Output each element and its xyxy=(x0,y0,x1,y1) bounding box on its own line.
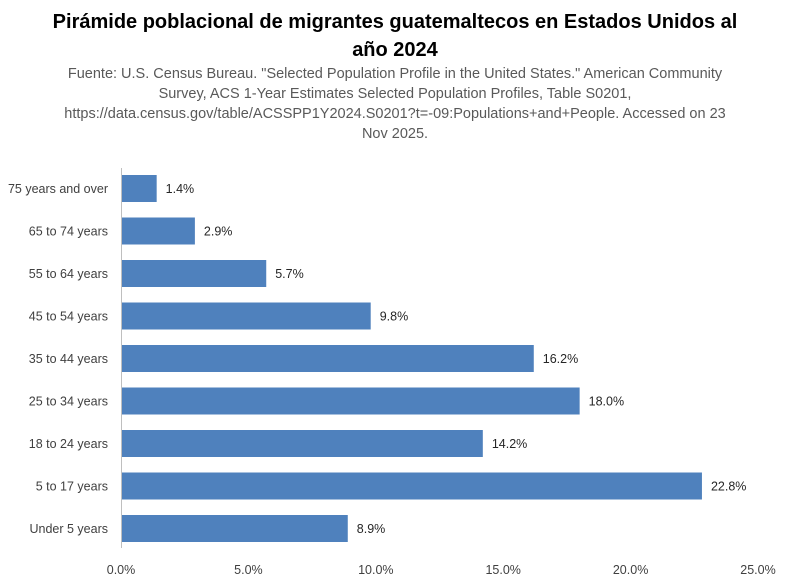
x-tick-label: 5.0% xyxy=(234,563,263,577)
bar xyxy=(122,175,157,202)
bar xyxy=(122,345,534,372)
category-label: Under 5 years xyxy=(29,522,108,536)
x-axis-ticks: 0.0% 5.0% 10.0% 15.0% 20.0% 25.0% xyxy=(107,563,776,577)
category-label: 55 to 64 years xyxy=(29,267,108,281)
bar xyxy=(122,472,702,500)
x-tick-label: 20.0% xyxy=(613,563,648,577)
x-tick-label: 25.0% xyxy=(740,563,775,577)
chart-title: Pirámide poblacional de migrantes guatem… xyxy=(52,11,738,61)
chart-subtitle: Fuente: U.S. Census Bureau. "Selected Po… xyxy=(64,66,726,142)
data-label: 1.4% xyxy=(166,182,195,196)
bar xyxy=(122,302,371,330)
x-tick-label: 10.0% xyxy=(358,563,393,577)
category-label: 75 years and over xyxy=(8,182,108,196)
labels-layer: 75 years and over 1.4% 65 to 74 years 2.9% 5… xyxy=(8,182,746,536)
bars-layer xyxy=(122,175,702,542)
category-label: 18 to 24 years xyxy=(29,437,108,451)
data-label: 16.2% xyxy=(543,352,578,366)
bar xyxy=(122,515,348,542)
category-label: 45 to 54 years xyxy=(29,310,108,324)
data-label: 22.8% xyxy=(711,480,746,494)
data-label: 18.0% xyxy=(589,395,624,409)
bar xyxy=(122,217,195,245)
x-tick-label: 15.0% xyxy=(485,563,520,577)
category-label: 35 to 44 years xyxy=(29,352,108,366)
x-tick-label: 0.0% xyxy=(107,563,136,577)
data-label: 2.9% xyxy=(204,225,233,239)
data-label: 8.9% xyxy=(357,522,386,536)
bar xyxy=(122,387,580,415)
data-label: 9.8% xyxy=(380,310,409,324)
category-label: 65 to 74 years xyxy=(29,225,108,239)
category-label: 5 to 17 years xyxy=(36,480,108,494)
data-label: 14.2% xyxy=(492,437,527,451)
category-label: 25 to 34 years xyxy=(29,395,108,409)
data-label: 5.7% xyxy=(275,267,304,281)
bar xyxy=(122,430,483,457)
bar xyxy=(122,260,267,287)
